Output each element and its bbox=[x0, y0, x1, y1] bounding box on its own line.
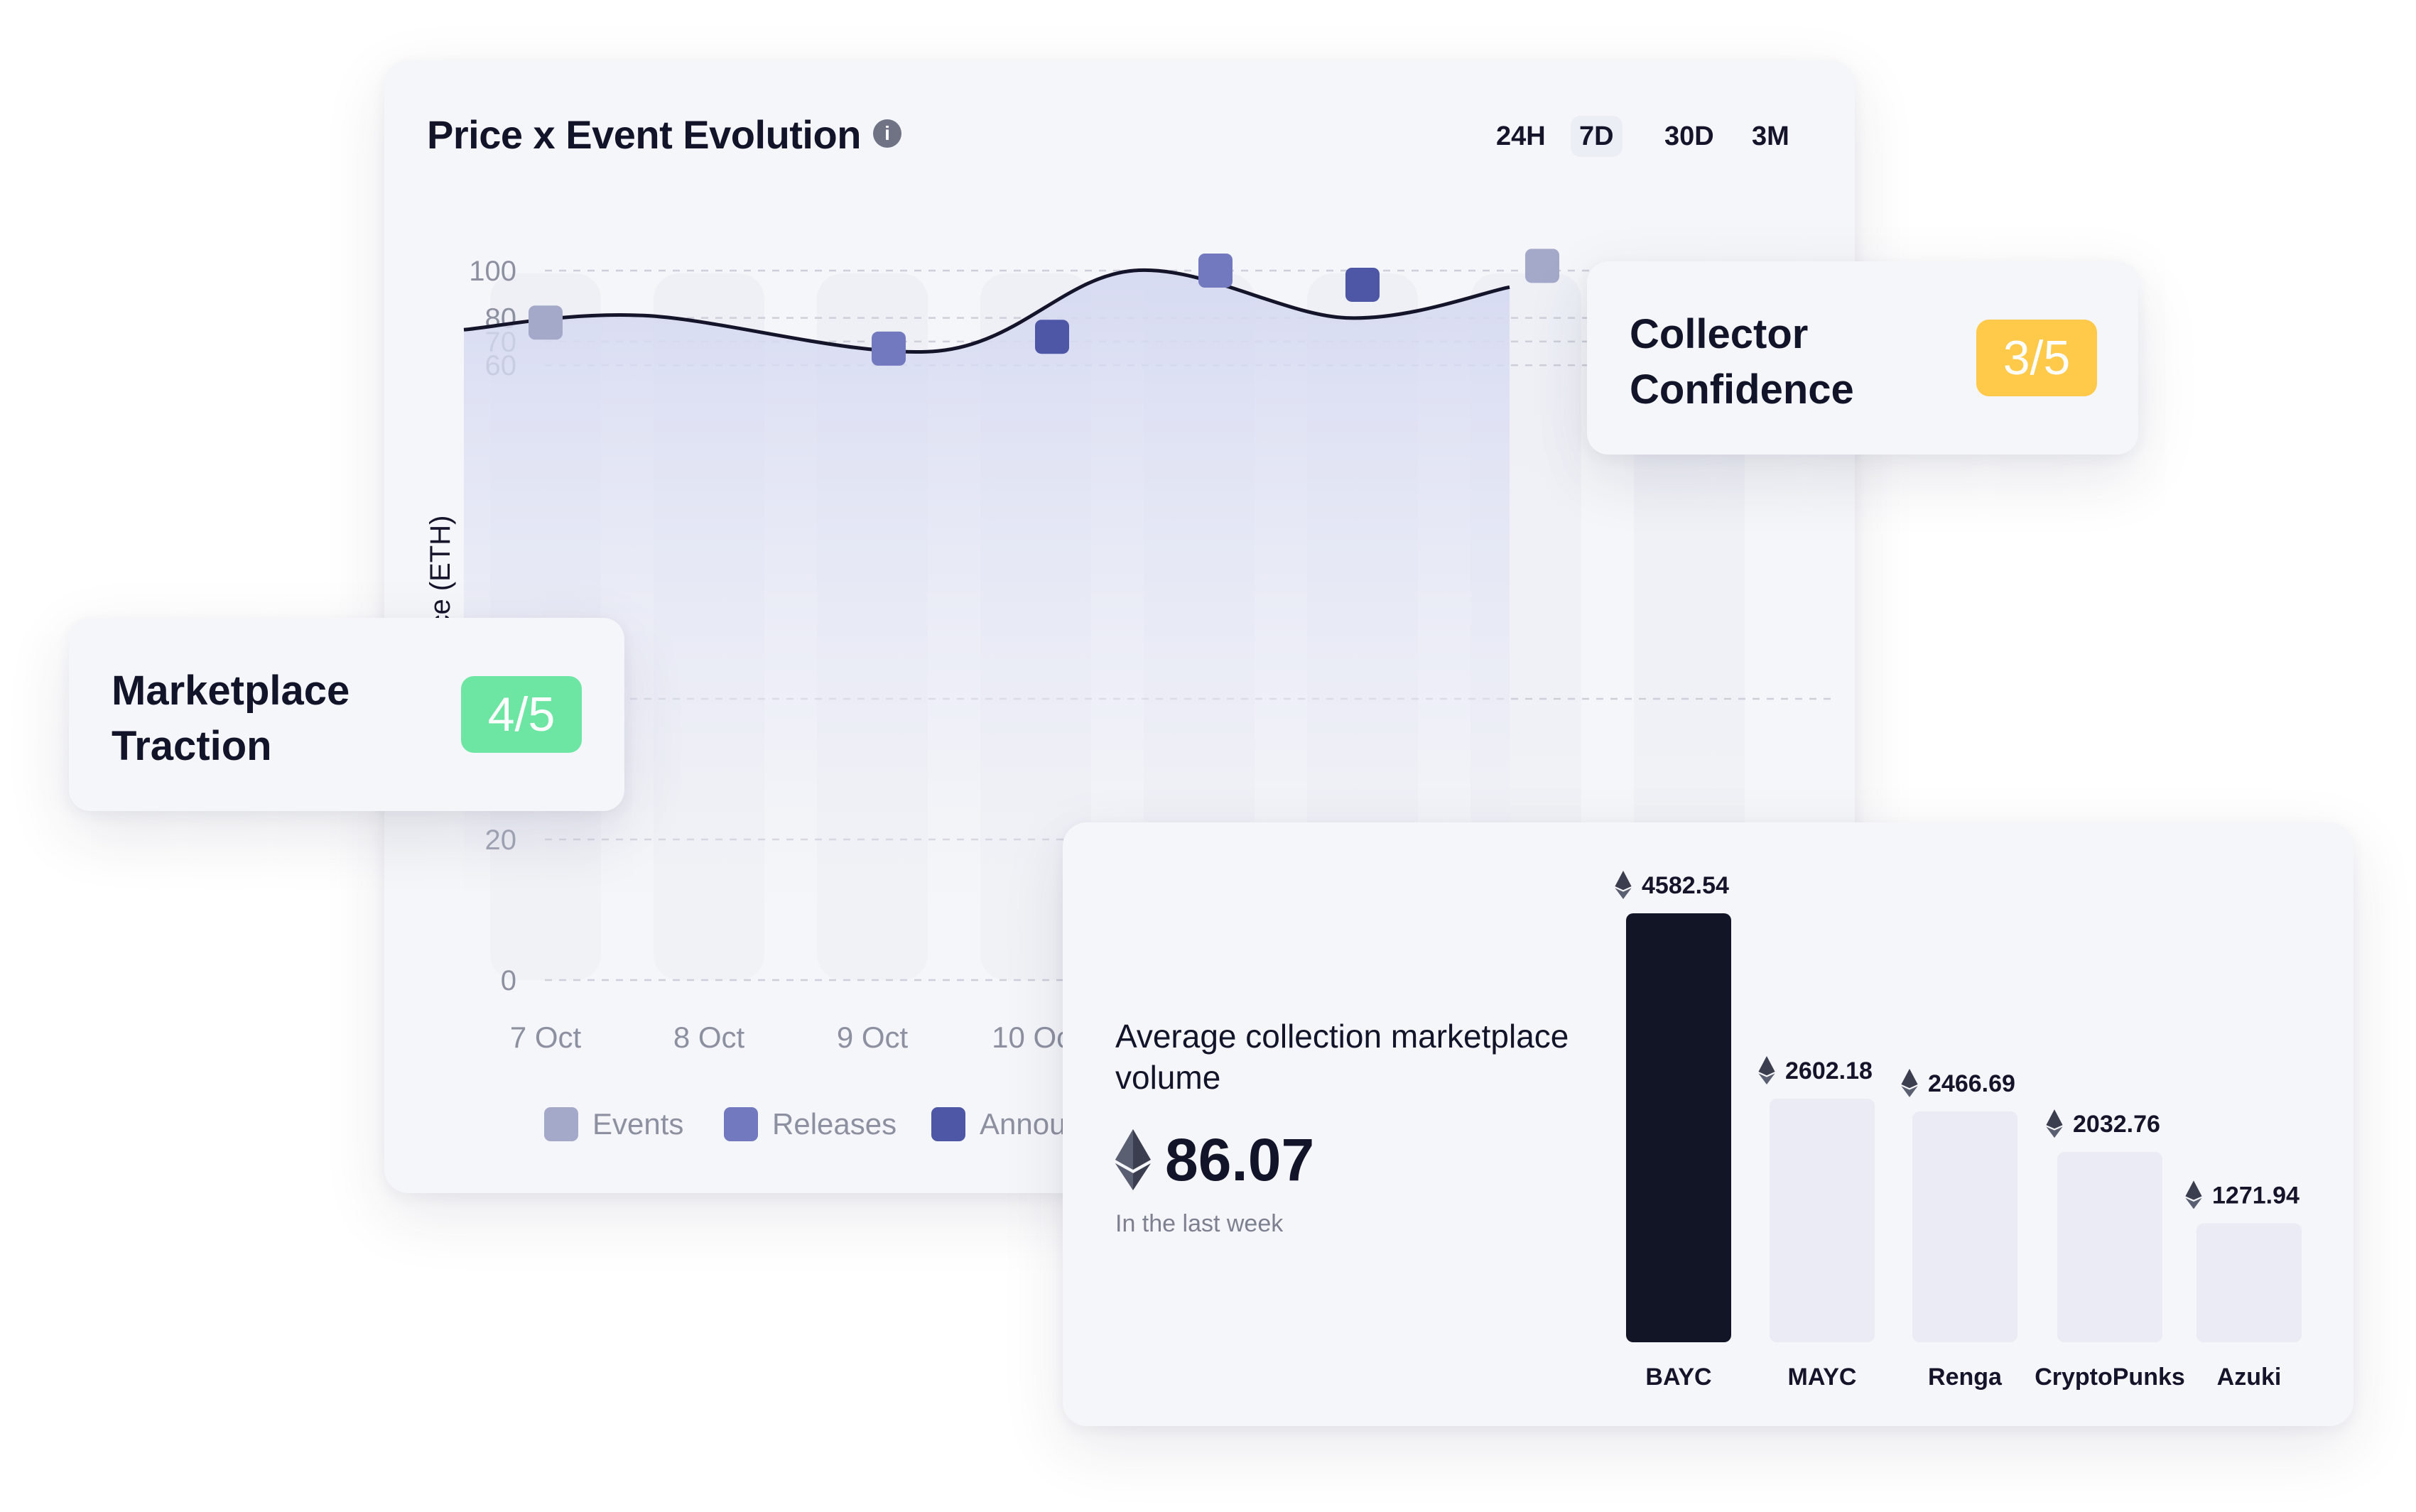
marketplace-traction-card: Marketplace Traction 4/5 bbox=[69, 618, 624, 811]
y-tick-label: 100 bbox=[469, 256, 516, 287]
ethereum-icon bbox=[1901, 1068, 1918, 1097]
legend-swatch bbox=[724, 1107, 758, 1141]
volume-title: Average collection marketplace volume bbox=[1115, 1018, 1569, 1096]
bar-azuki[interactable] bbox=[2196, 1223, 2302, 1342]
ethereum-icon bbox=[2046, 1109, 2063, 1138]
event-marker-releases[interactable] bbox=[1198, 254, 1233, 288]
bar-category-label: CryptoPunks bbox=[2035, 1364, 2185, 1391]
event-marker-announcements[interactable] bbox=[1035, 320, 1069, 354]
x-tick-label: 8 Oct bbox=[673, 1021, 745, 1054]
bar-category-label: BAYC bbox=[1645, 1364, 1711, 1391]
range-tab-3m[interactable]: 3M bbox=[1752, 121, 1789, 151]
volume-card: Average collection marketplace volume 86… bbox=[1063, 822, 2353, 1426]
volume-subtitle: In the last week bbox=[1115, 1210, 1284, 1237]
x-tick-label: 9 Oct bbox=[837, 1021, 909, 1054]
legend-swatch bbox=[931, 1107, 965, 1141]
bar-value-label: 1271.94 bbox=[2212, 1182, 2299, 1209]
bar-value-label: 2602.18 bbox=[1785, 1057, 1873, 1084]
bar-bayc[interactable] bbox=[1626, 913, 1731, 1342]
volume-value: 86.07 bbox=[1165, 1126, 1315, 1193]
volume-bar-chart: 4582.54 BAYC 2602.18 MAYC 2466.69 Renga 2032.7… bbox=[1615, 871, 2302, 1391]
score-title: Collector Confidence bbox=[1630, 311, 1854, 413]
bar-value-label: 2466.69 bbox=[1928, 1070, 2015, 1097]
bar-category-label: Azuki bbox=[2217, 1364, 2282, 1391]
bar-cryptopunks[interactable] bbox=[2057, 1152, 2162, 1342]
bar-value-label: 4582.54 bbox=[1642, 872, 1729, 899]
price-area bbox=[464, 270, 1510, 980]
info-icon[interactable]: i bbox=[873, 119, 901, 148]
ethereum-icon bbox=[1758, 1056, 1775, 1085]
score-title: Marketplace Traction bbox=[112, 668, 350, 769]
event-marker-events[interactable] bbox=[1525, 249, 1559, 283]
score-badge: 3/5 bbox=[1976, 320, 2097, 396]
range-tab-24h[interactable]: 24H bbox=[1496, 121, 1546, 151]
bar-value-label: 2032.76 bbox=[2073, 1111, 2160, 1138]
legend-label[interactable]: Releases bbox=[772, 1107, 896, 1141]
event-marker-releases[interactable] bbox=[872, 331, 906, 366]
x-tick-label: 7 Oct bbox=[510, 1021, 582, 1054]
bar-category-label: Renga bbox=[1928, 1364, 2003, 1391]
chart-title: Price x Event Evolution bbox=[427, 112, 861, 157]
event-marker-events[interactable] bbox=[529, 305, 563, 340]
ethereum-icon bbox=[1115, 1129, 1151, 1190]
ethereum-icon bbox=[1615, 871, 1632, 899]
bar-mayc[interactable] bbox=[1770, 1099, 1875, 1342]
range-tab-30d[interactable]: 30D bbox=[1664, 121, 1714, 151]
bar-renga[interactable] bbox=[1912, 1111, 2017, 1342]
bar-category-label: MAYC bbox=[1788, 1364, 1857, 1391]
collector-confidence-card: Collector Confidence 3/5 bbox=[1587, 261, 2138, 455]
legend-label[interactable]: Events bbox=[592, 1107, 683, 1141]
score-badge: 4/5 bbox=[461, 676, 582, 753]
legend-swatch bbox=[544, 1107, 578, 1141]
ethereum-icon bbox=[2185, 1180, 2202, 1209]
price-line bbox=[463, 268, 1510, 354]
event-marker-announcements[interactable] bbox=[1345, 267, 1380, 302]
range-tab-7d[interactable]: 7D bbox=[1571, 116, 1623, 157]
